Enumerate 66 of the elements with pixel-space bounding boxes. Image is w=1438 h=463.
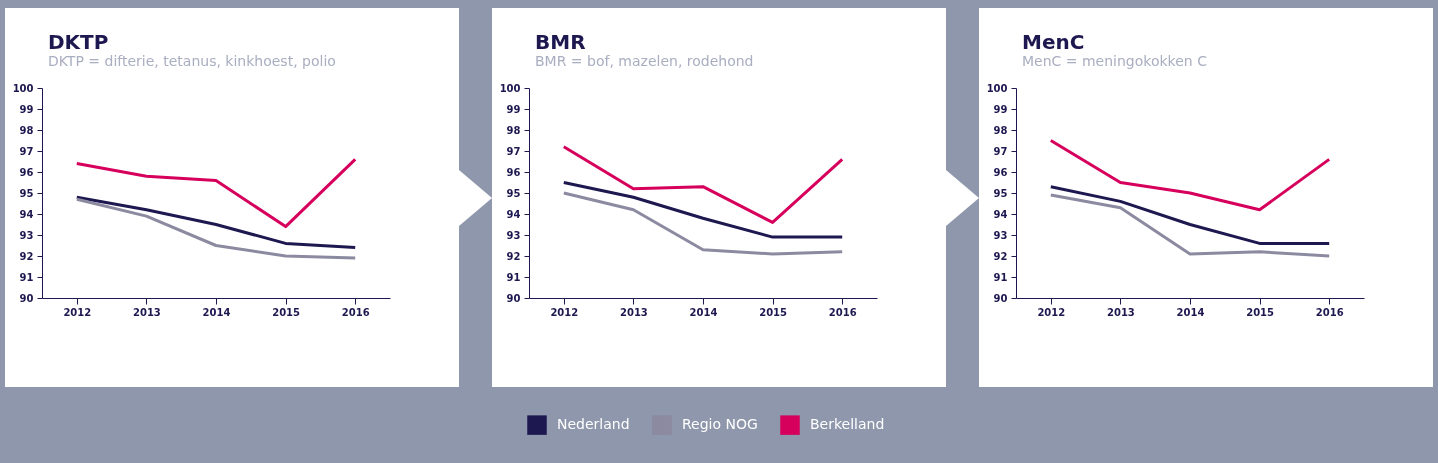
chart-title: MenC [1022,30,1085,54]
y-tick-label: 100 [986,82,1008,94]
x-tick-label: 2013 [132,306,161,318]
y-tick-label: 91 [506,271,521,283]
y-tick-label: 97 [506,145,521,157]
y-tick-label: 91 [993,271,1008,283]
chart-title: BMR [535,30,586,54]
line-series [562,181,844,239]
y-tick-label: 100 [12,82,34,94]
x-tick-label: 2012 [1037,306,1066,318]
x-tick-label: 2014 [1176,306,1205,318]
y-tick-label: 90 [506,292,521,304]
line-series [1049,139,1331,212]
legend-label: Nederland [557,416,630,433]
line-series [562,191,844,256]
line-series [562,145,844,224]
y-tick-label: 98 [506,124,521,136]
x-tick-label: 2012 [63,306,92,318]
y-tick-label: 92 [19,250,34,262]
y-tick-label: 94 [506,208,521,220]
x-tick-label: 2014 [689,306,718,318]
y-tick-label: 93 [506,229,521,241]
y-tick-label: 95 [19,187,34,199]
y-tick-label: 92 [993,250,1008,262]
x-tick-label: 2015 [272,306,301,318]
chart-subtitle: MenC = meningokokken C [1022,53,1208,69]
legend-label: Regio NOG [682,416,758,433]
y-tick-label: 97 [19,145,34,157]
line-series [75,197,357,260]
x-tick-label: 2014 [202,306,231,318]
x-tick-label: 2015 [1246,306,1275,318]
line-series [1049,193,1331,258]
y-tick-label: 90 [993,292,1008,304]
y-tick-label: 96 [19,166,34,178]
x-tick-label: 2013 [1106,306,1135,318]
line-series [75,157,357,229]
y-tick-label: 99 [993,103,1008,115]
line-series [75,195,357,250]
y-tick-label: 93 [19,229,34,241]
y-tick-label: 91 [19,271,34,283]
x-tick-label: 2012 [550,306,579,318]
y-tick-label: 96 [993,166,1008,178]
chart-subtitle: DKTP = difterie, tetanus, kinkhoest, polio [48,53,336,69]
y-tick-label: 94 [19,208,34,220]
y-tick-label: 95 [993,187,1008,199]
y-tick-label: 97 [993,145,1008,157]
y-tick-label: 95 [506,187,521,199]
line-series [1049,185,1331,245]
y-tick-label: 92 [506,250,521,262]
y-tick-label: 100 [499,82,521,94]
chart-title: DKTP [48,30,109,54]
y-tick-label: 98 [19,124,34,136]
chart-subtitle: BMR = bof, mazelen, rodehond [535,53,754,69]
y-tick-label: 99 [506,103,521,115]
x-tick-label: 2016 [828,306,857,318]
y-tick-label: 90 [19,292,34,304]
y-tick-label: 96 [506,166,521,178]
legend-label: Berkelland [810,416,885,433]
y-tick-label: 99 [19,103,34,115]
x-tick-label: 2016 [341,306,370,318]
x-tick-label: 2015 [759,306,788,318]
x-tick-label: 2016 [1315,306,1344,318]
y-tick-label: 94 [993,208,1008,220]
y-tick-label: 98 [993,124,1008,136]
y-tick-label: 93 [993,229,1008,241]
x-tick-label: 2013 [619,306,648,318]
